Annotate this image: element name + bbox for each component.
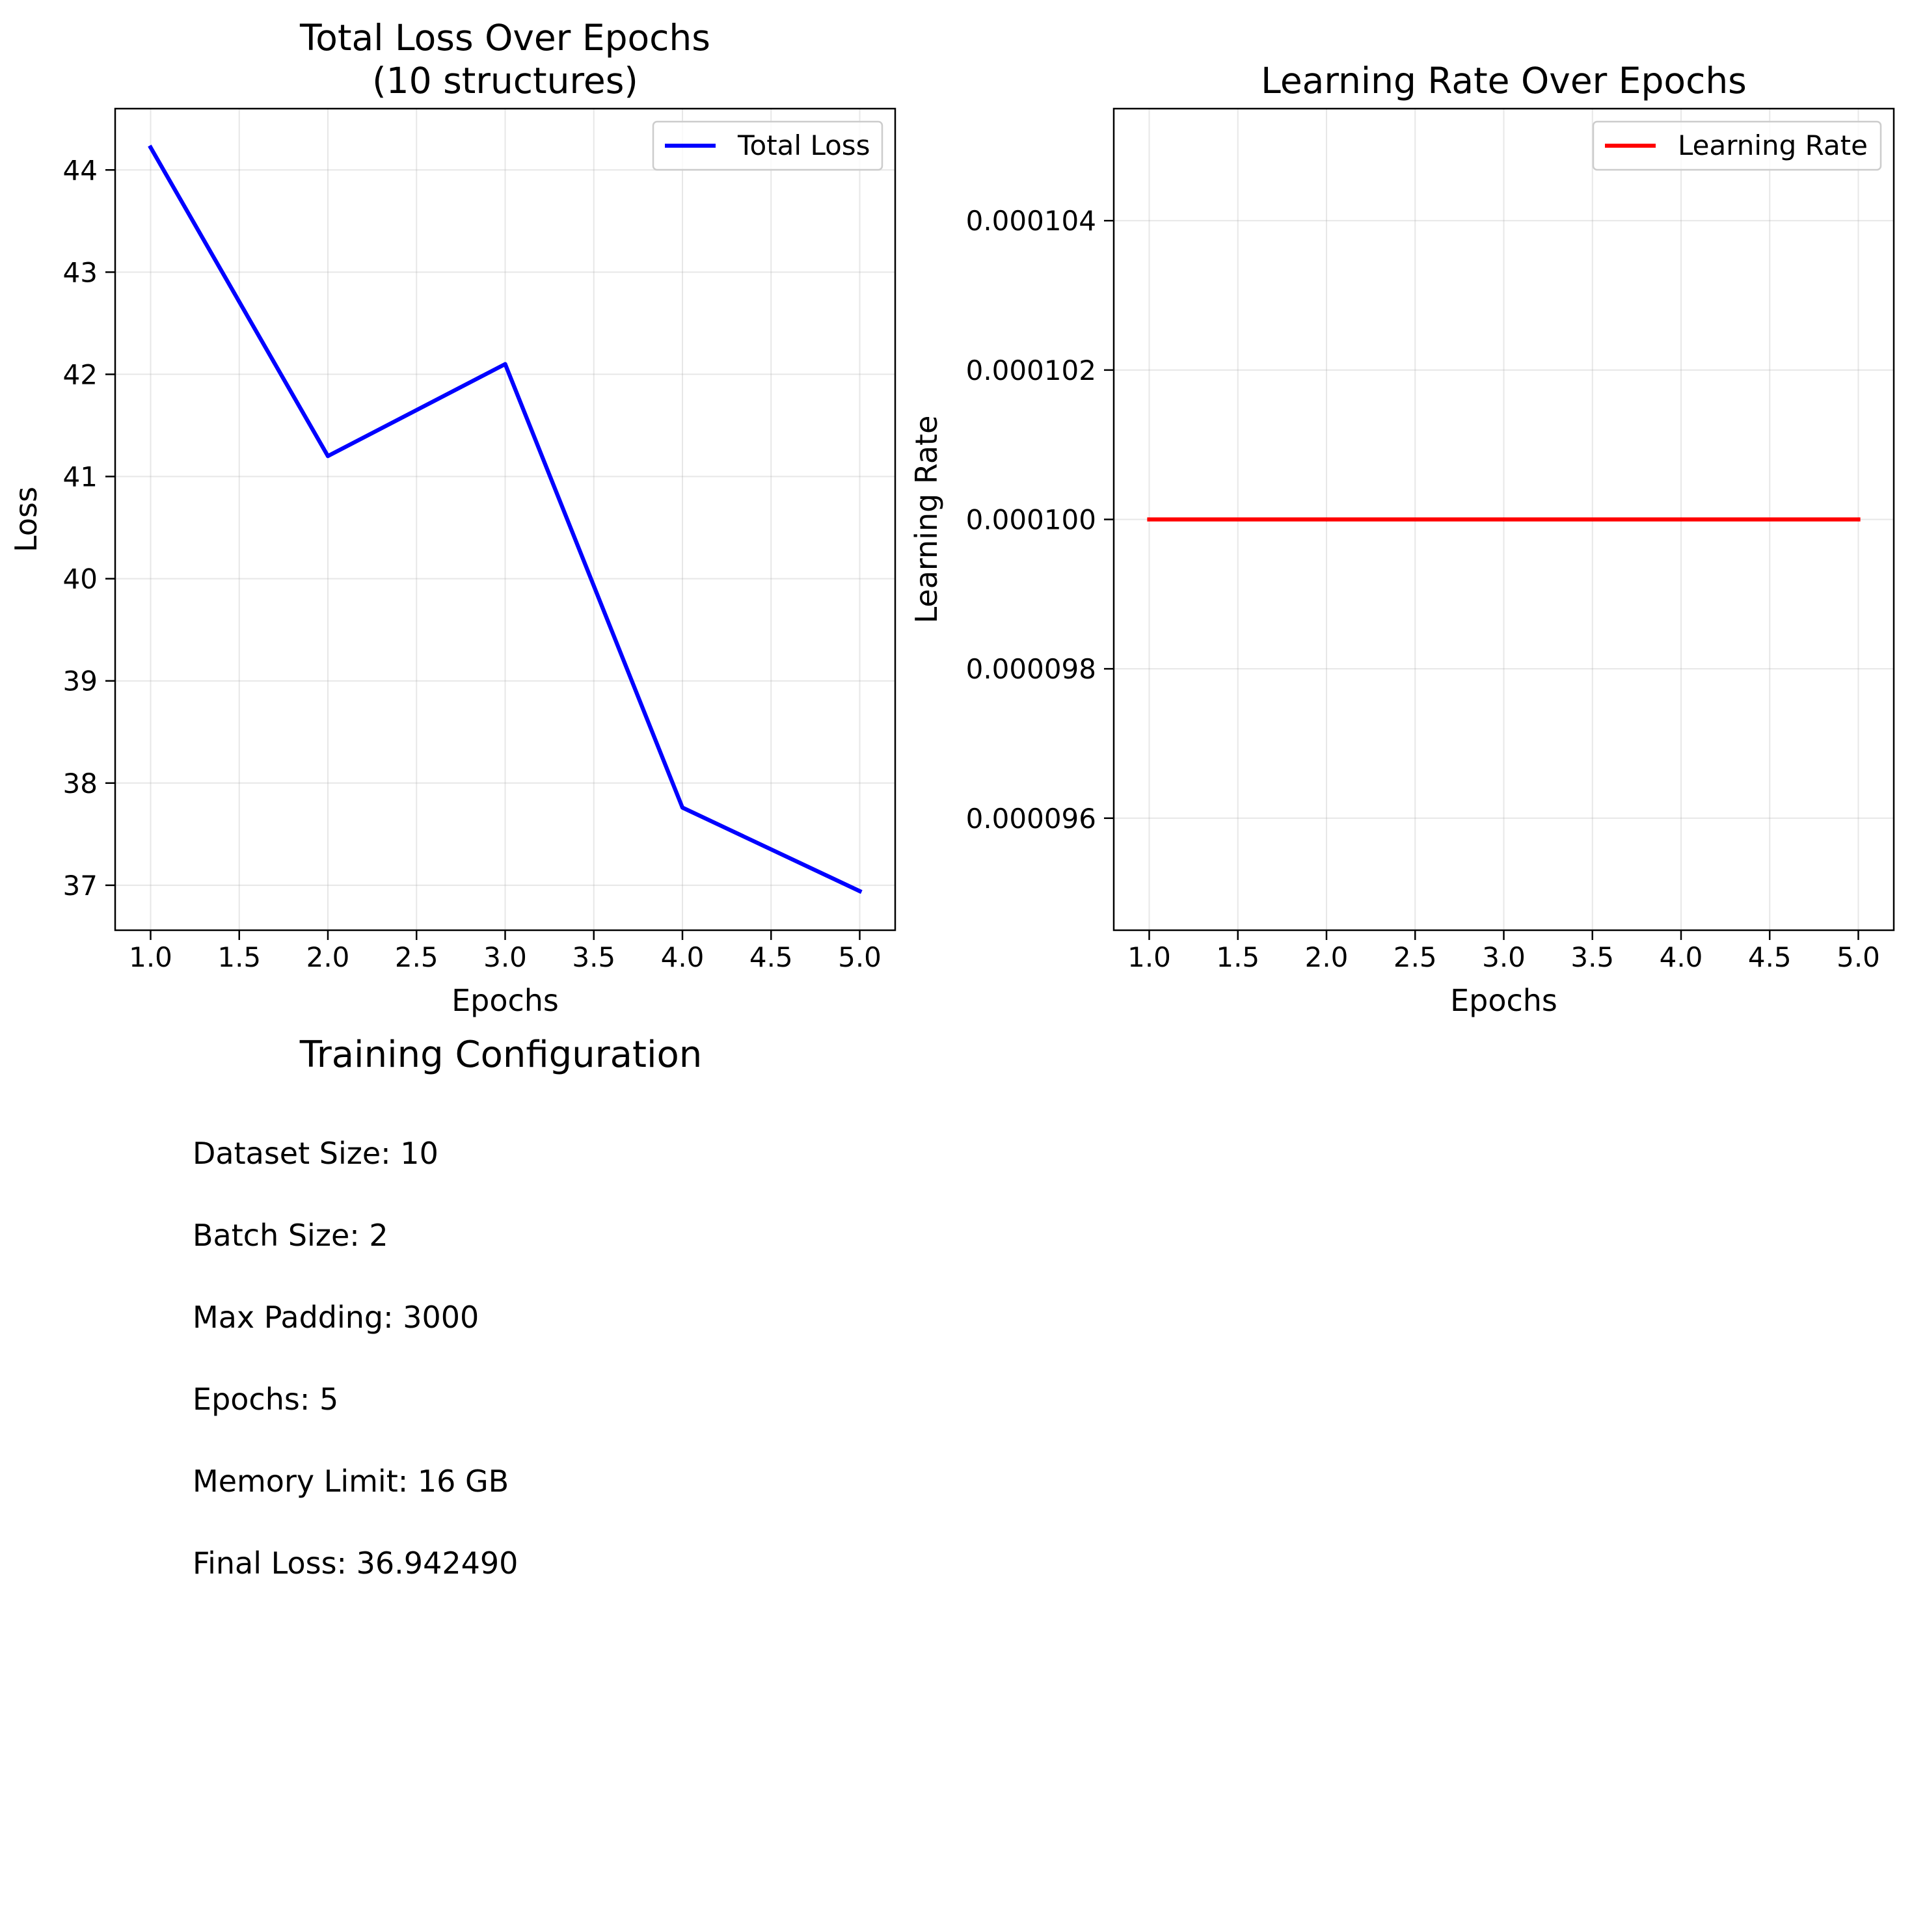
loss-y-tick-label: 43 (63, 256, 98, 288)
loss-y-tick-label: 40 (63, 563, 98, 595)
lr-y-tick-label: 0.000102 (966, 355, 1096, 386)
lr-y-axis-label: Learning Rate (909, 416, 944, 624)
lr-chart-title-line: Learning Rate Over Epochs (1261, 60, 1747, 101)
loss-x-tick-label: 1.0 (129, 941, 172, 973)
loss-x-tick-label: 5.0 (838, 941, 882, 973)
lr-x-tick-label: 5.0 (1837, 941, 1880, 973)
lr-y-tick-label: 0.000104 (966, 205, 1096, 237)
lr-x-tick-label: 4.5 (1748, 941, 1792, 973)
loss-y-tick-label: 37 (63, 870, 98, 902)
loss-y-tick-label: 44 (63, 154, 98, 186)
loss-x-tick-label: 4.5 (749, 941, 793, 973)
lr-x-tick-label: 2.5 (1394, 941, 1437, 973)
lr-y-tick-label: 0.000096 (966, 803, 1096, 835)
config-max-padding: Max Padding: 3000 (193, 1300, 479, 1335)
loss-legend-box (652, 120, 883, 171)
loss-data-point (148, 145, 153, 150)
lr-data-point (1324, 517, 1329, 522)
loss-y-tick-label: 39 (63, 665, 98, 697)
lr-legend-label: Learning Rate (1678, 129, 1868, 161)
lr-x-tick-label: 3.5 (1570, 941, 1614, 973)
loss-x-axis-label: Epochs (451, 983, 559, 1018)
lr-x-tick-label: 1.0 (1127, 941, 1171, 973)
lr-x-tick-label: 3.0 (1482, 941, 1526, 973)
loss-x-tick-label: 2.5 (395, 941, 438, 973)
lr-legend-box (1592, 120, 1882, 171)
lr-x-tick-label: 1.5 (1216, 941, 1259, 973)
lr-data-point (1678, 517, 1684, 522)
lr-x-tick-label: 4.0 (1660, 941, 1703, 973)
lr-x-tick-label: 2.0 (1305, 941, 1349, 973)
config-dataset-size: Dataset Size: 10 (193, 1136, 438, 1171)
lr-data-point (1501, 517, 1506, 522)
training-configuration-title: Training Configuration (299, 1034, 703, 1076)
loss-legend-label: Total Loss (737, 129, 870, 161)
loss-data-point (503, 362, 507, 366)
loss-chart-title-line: (10 structures) (372, 60, 638, 101)
loss-y-tick-label: 41 (63, 461, 98, 493)
lr-y-tick-label: 0.000098 (966, 653, 1096, 685)
loss-data-point (857, 889, 862, 894)
loss-x-tick-label: 3.5 (572, 941, 615, 973)
loss-x-tick-label: 3.0 (483, 941, 527, 973)
config-memory-limit: Memory Limit: 16 GB (193, 1464, 509, 1499)
loss-x-tick-label: 2.0 (306, 941, 350, 973)
config-batch-size: Batch Size: 2 (193, 1218, 388, 1253)
lr-y-tick-label: 0.000100 (966, 504, 1096, 536)
loss-chart-title-line: Total Loss Over Epochs (299, 17, 710, 59)
config-final-loss: Final Loss: 36.942490 (193, 1546, 518, 1581)
training-configuration-list: Dataset Size: 10 Batch Size: 2 Max Paddi… (193, 1136, 518, 1628)
loss-data-point (325, 454, 330, 459)
config-epochs: Epochs: 5 (193, 1382, 339, 1417)
loss-x-tick-label: 4.0 (661, 941, 705, 973)
loss-data-point (680, 805, 685, 810)
loss-y-axis-label: Loss (8, 487, 44, 552)
loss-plot: 1.0 1.5 2.0 2.5 3.0 3.5 4.0 4.5 5.0 37 38 39 40 41 42 4… (8, 17, 896, 1018)
loss-x-tick-label: 1.5 (217, 941, 261, 973)
loss-y-tick-label: 38 (63, 768, 98, 799)
lr-x-axis-label: Epochs (1450, 983, 1557, 1018)
lr-data-point (1856, 517, 1861, 522)
learning-rate-plot: 1.0 1.5 2.0 2.5 3.0 3.5 4.0 4.5 5.0 0.000096 0.000… (909, 60, 1895, 1018)
loss-y-tick-label: 42 (63, 358, 98, 390)
lr-data-point (1147, 517, 1151, 522)
